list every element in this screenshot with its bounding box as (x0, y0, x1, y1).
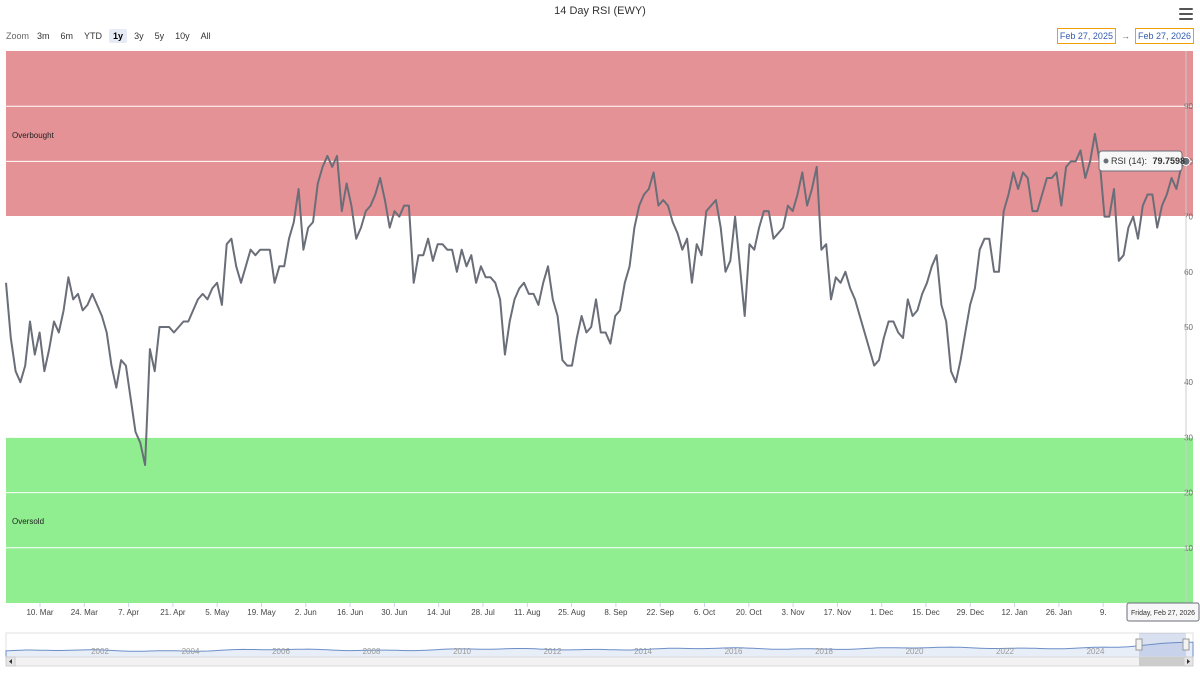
x-tick-label: 8. Sep (604, 608, 628, 617)
scrollbar-track[interactable] (5, 656, 1194, 667)
x-tick-label: 11. Aug (514, 608, 541, 617)
zoom-button-3m[interactable]: 3m (37, 31, 50, 41)
zoom-label: Zoom (6, 31, 30, 41)
tooltip: RSI (14): 79.7598 (1098, 150, 1185, 172)
x-tick-label: 16. Jun (337, 608, 363, 617)
x-tick-label: 17. Nov (824, 608, 852, 617)
range-to-input[interactable]: Feb 27, 2026 (1134, 28, 1194, 44)
crosshair-date-label: Friday, Feb 27, 2026 (1126, 602, 1200, 622)
x-tick-label: 30. Jun (381, 608, 407, 617)
navigator-year-label: 2024 (1087, 647, 1105, 656)
x-tick-label: 3. Nov (782, 608, 805, 617)
y-tick-label: 10 (1184, 544, 1193, 553)
x-tick-label: 12. Jan (1001, 608, 1027, 617)
x-tick-label: 29. Dec (957, 608, 985, 617)
navigator-year-label: 2002 (91, 647, 109, 656)
scroll-left-arrow-icon (9, 659, 12, 664)
hamburger-menu-icon[interactable] (1179, 8, 1193, 21)
navigator-year-label: 2012 (544, 647, 562, 656)
x-tick-label: 6. Oct (694, 608, 716, 617)
x-axis-ticks: 10. Mar 24. Mar 7. Apr 21. Apr 5. May 19. May… (26, 603, 1107, 617)
zoom-button-ytd[interactable]: YTD (84, 31, 103, 41)
zoom-button-5y[interactable]: 5y (154, 31, 165, 41)
navigator-handle-left[interactable] (1135, 638, 1143, 651)
y-tick-label: 20 (1184, 489, 1193, 498)
overbought-band (6, 51, 1193, 216)
navigator-year-label: 2014 (634, 647, 652, 656)
navigator-year-label: 2008 (363, 647, 381, 656)
navigator-year-labels: 2002 2004 2006 2008 2010 2012 2014 2016 2018 2020… (91, 647, 1105, 656)
y-tick-label: 50 (1184, 323, 1193, 332)
x-tick-label: 25. Aug (558, 608, 585, 617)
x-tick-label: 7. Apr (118, 608, 139, 617)
date-range: Feb 27, 2025 → Feb 27, 2026 (1056, 28, 1194, 44)
y-tick-label: 30 (1184, 433, 1193, 442)
range-from-input[interactable]: Feb 27, 2025 (1056, 28, 1116, 44)
navigator-year-label: 2018 (815, 647, 833, 656)
x-tick-label: 9. (1100, 608, 1107, 617)
navigator[interactable]: 2002 2004 2006 2008 2010 2012 2014 2016 2018 2020… (5, 632, 1194, 658)
navigator-selection[interactable] (1139, 633, 1186, 657)
x-tick-label: 15. Dec (912, 608, 940, 617)
x-tick-label: 14. Jul (427, 608, 451, 617)
x-tick-label: 22. Sep (646, 608, 674, 617)
x-tick-label: 10. Mar (26, 608, 53, 617)
tooltip-value: 79.7598 (1153, 156, 1186, 166)
overbought-label: Overbought (12, 131, 55, 140)
rsi-series-line (5, 132, 1187, 466)
x-tick-label: 24. Mar (71, 608, 98, 617)
zoom-selector: Zoom 3m 6m YTD 1y 3y 5y 10y All (6, 29, 218, 43)
zoom-button-1y[interactable]: 1y (109, 29, 128, 43)
zoom-button-6m[interactable]: 6m (60, 31, 74, 41)
svg-text:RSI (14): 79.7598: RSI (14): 79.7598 (1111, 156, 1185, 166)
oversold-band (6, 437, 1193, 603)
tooltip-series-dot (1103, 158, 1109, 164)
navigator-year-label: 2020 (906, 647, 924, 656)
zoom-button-10y[interactable]: 10y (175, 31, 190, 41)
x-tick-label: 28. Jul (471, 608, 495, 617)
x-tick-label: 19. May (247, 608, 275, 617)
chart-title: 14 Day RSI (EWY) (554, 5, 646, 17)
scrollbar[interactable] (5, 656, 1194, 667)
tooltip-series-name: RSI (14): (1111, 156, 1147, 166)
x-tick-label: 1. Dec (870, 608, 893, 617)
navigator-series (5, 641, 1194, 658)
y-tick-label: 70 (1184, 213, 1193, 222)
scrollbar-thumb[interactable] (1139, 657, 1186, 666)
navigator-year-label: 2016 (725, 647, 743, 656)
x-tick-label: 26. Jan (1046, 608, 1072, 617)
x-tick-label: 2. Jun (295, 608, 317, 617)
zoom-button-all[interactable]: All (200, 31, 211, 41)
oversold-label: Oversold (12, 517, 44, 526)
scroll-right-arrow-icon (1187, 659, 1190, 664)
x-tick-label: 21. Apr (160, 608, 186, 617)
x-tick-label: 20. Oct (736, 608, 763, 617)
navigator-handle-right[interactable] (1182, 638, 1190, 651)
crosshair-date-text: Friday, Feb 27, 2026 (1131, 610, 1195, 617)
y-tick-label: 60 (1184, 268, 1193, 277)
y-tick-label: 40 (1184, 378, 1193, 387)
zoom-button-3y[interactable]: 3y (134, 31, 144, 41)
navigator-year-label: 2022 (996, 647, 1014, 656)
y-tick-label: 90 (1184, 102, 1193, 111)
x-tick-label: 5. May (205, 608, 229, 617)
navigator-year-label: 2006 (272, 647, 290, 656)
navigator-year-label: 2004 (182, 647, 200, 656)
navigator-year-label: 2010 (453, 647, 471, 656)
range-arrow: → (1120, 31, 1130, 41)
